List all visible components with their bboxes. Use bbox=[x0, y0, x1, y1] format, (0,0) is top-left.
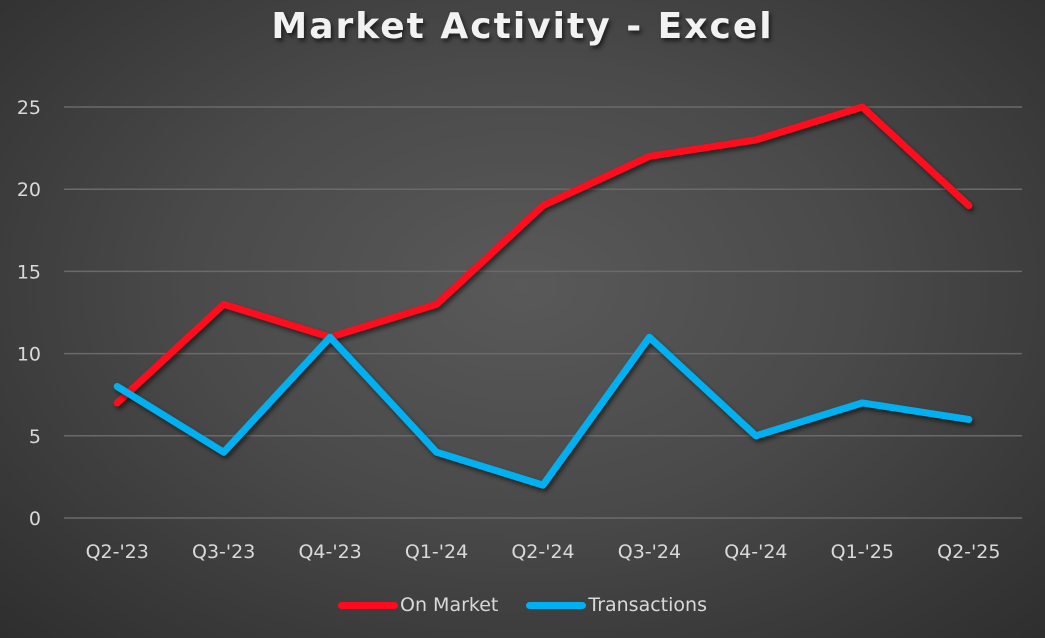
x-tick-label: Q4-'24 bbox=[724, 541, 787, 563]
legend-item-on-market[interactable]: On Market bbox=[338, 594, 498, 616]
x-tick-label: Q2-'24 bbox=[511, 541, 574, 563]
series-lines bbox=[113, 103, 973, 489]
chart-title: Market Activity - Excel bbox=[271, 6, 774, 47]
x-axis-ticks: Q2-'23 Q3-'23 Q4-'23 Q1-'24 Q2-'24 Q3-'24 Q4-'… bbox=[86, 541, 1001, 563]
series-line-on-market[interactable] bbox=[113, 103, 973, 407]
y-tick-label: 5 bbox=[29, 426, 41, 448]
series-line-transactions[interactable] bbox=[113, 333, 973, 489]
on-market-swatch-icon bbox=[338, 601, 399, 609]
transactions-swatch-icon bbox=[526, 601, 587, 609]
y-tick-label: 10 bbox=[17, 344, 41, 366]
legend-label: Transactions bbox=[588, 594, 707, 616]
y-axis-ticks: 0 5 10 15 20 25 bbox=[17, 97, 41, 530]
y-tick-label: 20 bbox=[17, 179, 41, 201]
gridlines bbox=[64, 106, 1022, 519]
x-tick-label: Q3-'23 bbox=[192, 541, 255, 563]
x-tick-label: Q1-'25 bbox=[831, 541, 894, 563]
legend-item-transactions[interactable]: Transactions bbox=[526, 594, 707, 616]
x-tick-label: Q4-'23 bbox=[298, 541, 361, 563]
legend-label: On Market bbox=[400, 594, 499, 616]
x-tick-label: Q1-'24 bbox=[405, 541, 468, 563]
x-tick-label: Q2-'25 bbox=[937, 541, 1000, 563]
legend: On Market Transactions bbox=[0, 594, 1045, 616]
y-tick-label: 25 bbox=[17, 97, 41, 119]
x-tick-label: Q2-'23 bbox=[86, 541, 149, 563]
y-tick-label: 15 bbox=[17, 261, 41, 283]
x-tick-label: Q3-'24 bbox=[618, 541, 681, 563]
y-tick-label: 0 bbox=[29, 508, 41, 530]
